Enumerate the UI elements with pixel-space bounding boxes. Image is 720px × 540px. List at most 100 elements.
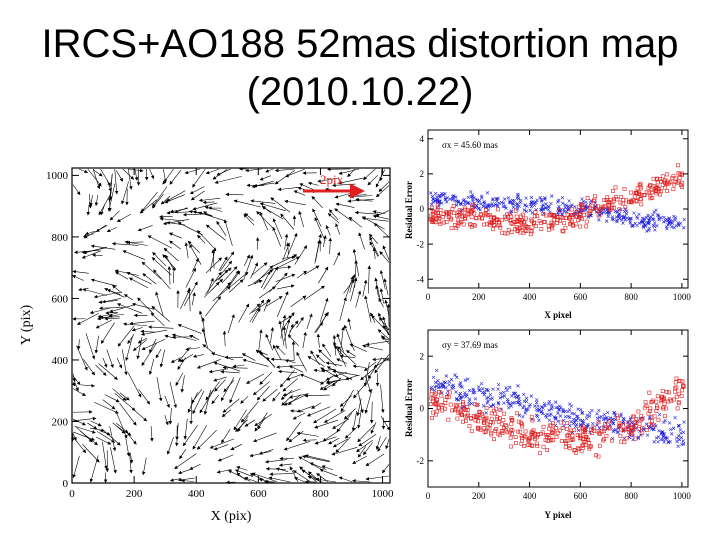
residual-x-point-blue xyxy=(655,224,659,228)
residual-y-point-red xyxy=(549,430,554,435)
residual-x-point-blue xyxy=(540,205,544,209)
distortion-arrow xyxy=(251,180,274,188)
distortion-arrow xyxy=(119,403,137,426)
residual-x-point-blue xyxy=(626,217,631,221)
residual-x-point-red xyxy=(474,216,479,220)
residual-y-point-red xyxy=(636,409,641,414)
vf-ytick-label: 0 xyxy=(63,478,69,490)
residual-y-point-red xyxy=(648,406,653,411)
distortion-arrow xyxy=(284,199,306,206)
residual-y-point-blue xyxy=(464,394,468,399)
residual-y-point-red xyxy=(513,435,518,440)
residual-x-point-blue xyxy=(539,207,543,212)
residual-x-point-red xyxy=(582,213,586,218)
residual-y-point-red xyxy=(526,438,531,443)
residual-x-point-blue xyxy=(584,200,588,205)
residual-y-point-red xyxy=(676,401,681,406)
distortion-arrow xyxy=(356,398,362,417)
distortion-arrow xyxy=(315,477,336,483)
distortion-arrow xyxy=(187,240,200,254)
vector-field-arrows xyxy=(70,167,391,485)
distortion-arrow xyxy=(96,224,107,233)
residual-x-ticks: 0 200 400 600 800 1000 -4 -2 0 2 4 xyxy=(417,130,691,302)
distortion-arrow xyxy=(90,420,102,427)
residual-x-point-red xyxy=(607,207,611,211)
residual-x-point-blue xyxy=(657,217,661,222)
distortion-arrow xyxy=(256,211,275,231)
residual-y-point-blue xyxy=(595,416,600,420)
residual-y-point-red xyxy=(455,416,460,421)
distortion-arrow xyxy=(382,325,390,331)
residual-x-point-red xyxy=(436,214,441,218)
distortion-arrow xyxy=(286,374,301,381)
distortion-arrow xyxy=(189,334,200,340)
distortion-arrow xyxy=(139,199,157,214)
distortion-arrow xyxy=(285,168,305,178)
residual-y-point-blue xyxy=(657,412,662,417)
distortion-arrow xyxy=(252,262,268,276)
distortion-arrow xyxy=(222,330,227,347)
residual-x-point-blue xyxy=(470,193,475,197)
distortion-arrow xyxy=(127,372,142,398)
residual-x-point-blue xyxy=(667,216,671,220)
residual-y-point-blue xyxy=(651,427,656,431)
distortion-arrow xyxy=(163,247,179,262)
distortion-arrow xyxy=(243,254,254,280)
distortion-arrow xyxy=(116,357,123,369)
distortion-arrow xyxy=(227,270,241,289)
distortion-arrow xyxy=(306,406,331,417)
distortion-arrow xyxy=(365,340,390,347)
distortion-arrow xyxy=(338,476,353,483)
distortion-arrow xyxy=(171,333,197,341)
residual-x-point-blue xyxy=(560,212,564,216)
residual-y-point-blue xyxy=(611,421,616,426)
residual-y-point-red xyxy=(516,429,520,434)
residual-y-point-red xyxy=(640,431,645,436)
residual-y-point-blue xyxy=(567,402,572,406)
distortion-arrow xyxy=(230,443,243,450)
distortion-arrow xyxy=(199,389,214,414)
residual-x-point-red xyxy=(561,215,566,220)
residual-y-point-red xyxy=(618,433,623,438)
distortion-arrow xyxy=(253,269,274,284)
residual-y-point-blue xyxy=(657,428,661,433)
distortion-arrow xyxy=(72,375,81,386)
distortion-arrow xyxy=(149,338,157,354)
distortion-arrow xyxy=(178,469,191,475)
residual-y-point-red xyxy=(570,437,575,442)
vector-field-xlabel: X (pix) xyxy=(211,509,252,524)
distortion-arrow xyxy=(358,434,377,447)
residual-x-point-red xyxy=(676,171,681,176)
residual-x-point-red xyxy=(680,180,685,185)
distortion-arrow xyxy=(259,175,271,181)
residual-x-point-blue xyxy=(547,204,551,209)
residual-y-point-red xyxy=(469,429,474,434)
distortion-arrow xyxy=(116,423,129,434)
residual-x-point-red xyxy=(579,208,584,213)
residual-x-point-red xyxy=(552,213,557,218)
distortion-arrow xyxy=(323,410,346,423)
distortion-arrow xyxy=(251,472,278,483)
residual-y-point-red xyxy=(474,403,479,407)
distortion-arrow xyxy=(381,336,390,341)
residual-y-point-blue xyxy=(638,429,642,433)
residual-x-point-blue xyxy=(637,221,641,226)
distortion-arrow xyxy=(86,201,91,216)
distortion-arrow xyxy=(191,292,196,306)
distortion-arrow xyxy=(370,422,377,434)
distortion-arrow xyxy=(221,429,231,444)
residual-x-point-red xyxy=(562,221,567,226)
residual-x-point-red xyxy=(546,227,551,232)
residual-x-point-red xyxy=(634,199,639,204)
distortion-arrow xyxy=(127,168,133,190)
residual-x-point-red xyxy=(491,227,495,232)
distortion-arrow xyxy=(115,271,129,280)
distortion-arrow xyxy=(185,267,196,288)
residual-x-point-blue xyxy=(529,201,534,205)
residual-x-point-blue xyxy=(522,208,527,212)
residual-x-point-blue xyxy=(438,194,443,198)
distortion-arrow xyxy=(304,393,330,398)
distortion-arrow xyxy=(272,391,281,402)
distortion-arrow xyxy=(166,437,174,455)
